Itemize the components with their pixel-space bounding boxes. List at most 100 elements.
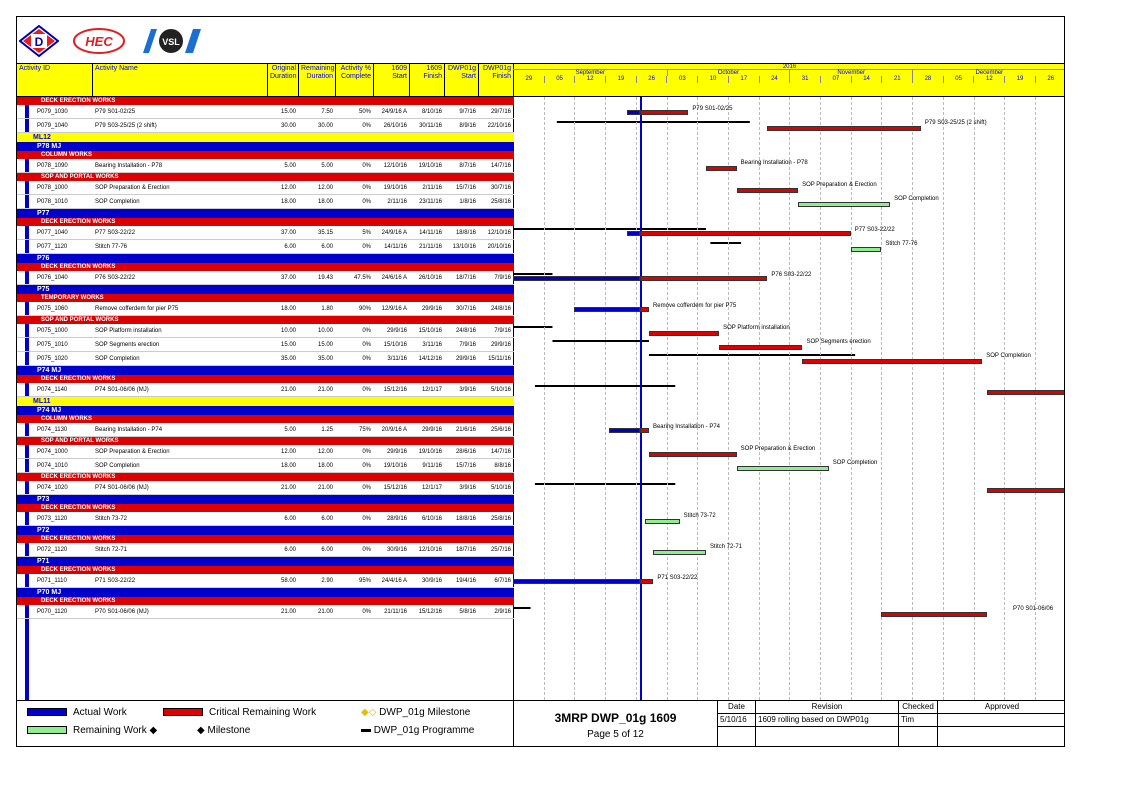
data-date-line (640, 97, 643, 700)
rev-checked: Tim (899, 714, 938, 727)
col-activity-pct[interactable]: Activity % Complete (336, 64, 374, 98)
cell-df: 25/7/16 (490, 547, 511, 553)
cell-df: 5/10/16 (490, 387, 511, 393)
activity-row[interactable]: P078_1010 SOP Completion 18.00 18.00 0% 2/11/… (17, 195, 514, 209)
remaining-work-bar[interactable] (653, 550, 706, 555)
activity-row[interactable]: P071_1110 P71 S03-22/22 58.00 2.90 95% 24/4/1… (17, 574, 514, 588)
cell-name: P79 S03-25/25 (2 shift) (95, 123, 157, 129)
col-dwp-finish[interactable]: DWP01g Finish (479, 64, 514, 98)
activity-row[interactable]: P075_1010 SOP Segments erection 15.00 15.00… (17, 338, 514, 352)
location-header: P78 MJ (17, 142, 514, 151)
actual-work-bar[interactable] (609, 428, 641, 433)
remaining-work-bar[interactable] (798, 202, 891, 207)
activity-row[interactable]: P078_1090 Bearing Installation - P78 5.00 5… (17, 159, 514, 173)
group-header: DECK ERECTION WORKS (17, 218, 514, 226)
remaining-work-bar[interactable] (640, 231, 851, 236)
cell-name: P70 S01-06/06 (MJ) (95, 609, 149, 615)
actual-work-bar[interactable] (513, 276, 641, 281)
cell-name: SOP Completion (95, 463, 140, 469)
activity-row[interactable]: P072_1120 Stitch 72-71 6.00 6.00 0% 30/9/16 12… (17, 543, 514, 557)
cell-pct: 95% (358, 578, 371, 584)
actual-work-bar[interactable] (627, 110, 641, 115)
remaining-work-bar[interactable] (736, 188, 799, 193)
cell-s: 20/9/16 A (381, 427, 407, 433)
remaining-work-bar[interactable] (640, 276, 768, 281)
d-logo: D (18, 24, 60, 58)
cell-od: 12.00 (280, 185, 296, 191)
week-label: 05 (944, 76, 975, 83)
gantt-bar-label: P79 S03-25/25 (2 shift) (924, 120, 987, 126)
cell-name: Remove cofferdem for pier P75 (95, 306, 179, 312)
remaining-work-bar[interactable] (767, 126, 921, 131)
activity-row[interactable]: P074_1010 SOP Completion 18.00 18.00 0% 19/10… (17, 459, 514, 473)
remaining-work-bar[interactable] (640, 579, 654, 584)
week-label: 03 (668, 76, 699, 83)
col-remaining-duration[interactable]: Remaining Duration (299, 64, 336, 98)
cell-ds: 7/9/16 (459, 342, 476, 348)
activity-row[interactable]: P078_1000 SOP Preparation & Erection 12.00… (17, 181, 514, 195)
activity-row[interactable]: P077_1040 P77 S03-22/22 37.00 35.15 5% 24/9/1… (17, 226, 514, 240)
gantt-bar-label: Stitch 73-72 (683, 513, 716, 519)
col-activity-name[interactable]: Activity Name (93, 64, 268, 98)
activity-row[interactable]: P077_1120 Stitch 77-76 6.00 6.00 0% 14/11/16 2… (17, 240, 514, 254)
actual-work-bar[interactable] (513, 579, 641, 584)
sheet-title: 3MRP DWP_01g 1609 (554, 711, 677, 725)
activity-row[interactable]: P074_1140 P74 S01-06/06 (MJ) 21.00 21.00 0% 1… (17, 383, 514, 397)
cell-od: 10.00 (280, 328, 296, 334)
activity-row[interactable]: P079_1040 P79 S03-25/25 (2 shift) 30.00 30.… (17, 119, 514, 133)
col-1609-start[interactable]: 1609 Start (374, 64, 410, 98)
activity-row[interactable]: P079_1030 P79 S01-02/25 15.00 7.50 50% 24/9/1… (17, 105, 514, 119)
rev-empty-4 (938, 727, 1064, 746)
actual-work-bar[interactable] (574, 307, 641, 312)
grid-line (605, 97, 607, 700)
remaining-work-bar[interactable] (640, 110, 689, 115)
activity-row[interactable]: P074_1000 SOP Preparation & Erection 12.00… (17, 445, 514, 459)
activity-row[interactable]: P074_1020 P74 S01-06/06 (MJ) 21.00 21.00 0% 1… (17, 481, 514, 495)
activity-row[interactable]: P075_1000 SOP Platform installation 10.00 1… (17, 324, 514, 338)
activity-row[interactable]: P070_1120 P70 S01-06/06 (MJ) 21.00 21.00 0% 2… (17, 605, 514, 619)
cell-s: 3/11/16 (387, 356, 407, 362)
ml-header: ML12 (17, 133, 514, 142)
cell-rd: 18.00 (317, 199, 333, 205)
col-original-duration[interactable]: Original Duration (268, 64, 299, 98)
remaining-work-bar[interactable] (850, 247, 882, 252)
rev-h-approved: Approved (938, 701, 1064, 714)
actual-work-bar[interactable] (627, 231, 641, 236)
col-1609-finish[interactable]: 1609 Finish (410, 64, 445, 98)
activity-row[interactable]: P075_1020 SOP Completion 35.00 35.00 0% 3/11/… (17, 352, 514, 366)
remaining-work-bar[interactable] (640, 307, 649, 312)
cell-f: 29/9/16 (421, 427, 442, 433)
cell-name: SOP Completion (95, 199, 140, 205)
cell-od: 35.00 (280, 356, 296, 362)
activity-row[interactable]: P076_1040 P76 S03-22/22 37.00 19.43 47.5% 24/… (17, 271, 514, 285)
col-dwp-start[interactable]: DWP01g Start (445, 64, 479, 98)
remaining-work-bar[interactable] (640, 428, 649, 433)
remaining-work-bar[interactable] (644, 519, 680, 524)
remaining-work-bar[interactable] (719, 345, 803, 350)
remaining-work-bar[interactable] (705, 166, 737, 171)
remaining-work-bar[interactable] (648, 452, 737, 457)
week-label: 12 (575, 76, 607, 83)
remaining-work-bar[interactable] (648, 331, 720, 336)
remaining-work-bar[interactable] (881, 612, 987, 617)
group-header: DECK ERECTION WORKS (17, 375, 514, 383)
cell-id: P078_1010 (37, 199, 68, 205)
cell-s: 14/11/16 (384, 244, 407, 250)
activity-row[interactable]: P075_1060 Remove cofferdem for pier P75 18… (17, 302, 514, 316)
activity-row[interactable]: P073_1120 Stitch 73-72 6.00 6.00 0% 28/9/16 6/… (17, 512, 514, 526)
cell-rd: 1.80 (321, 306, 333, 312)
col-activity-id[interactable]: Activity ID (17, 64, 93, 98)
rev-h-checked: Checked (899, 701, 938, 714)
activity-row[interactable]: P074_1130 Bearing Installation - P74 5.00 1… (17, 423, 514, 437)
remaining-work-bar[interactable] (986, 488, 1064, 493)
grid-line (881, 97, 883, 700)
remaining-work-bar[interactable] (736, 466, 829, 471)
cell-s: 12/9/16 A (381, 306, 407, 312)
gantt-bar-label: Stitch 77-76 (885, 241, 918, 247)
d-logo-text: D (35, 35, 44, 49)
cell-ds: 18/7/16 (455, 275, 476, 281)
cell-df: 20/10/16 (487, 244, 511, 250)
remaining-work-bar[interactable] (802, 359, 983, 364)
month-november: November (790, 70, 914, 76)
remaining-work-bar[interactable] (986, 390, 1064, 395)
